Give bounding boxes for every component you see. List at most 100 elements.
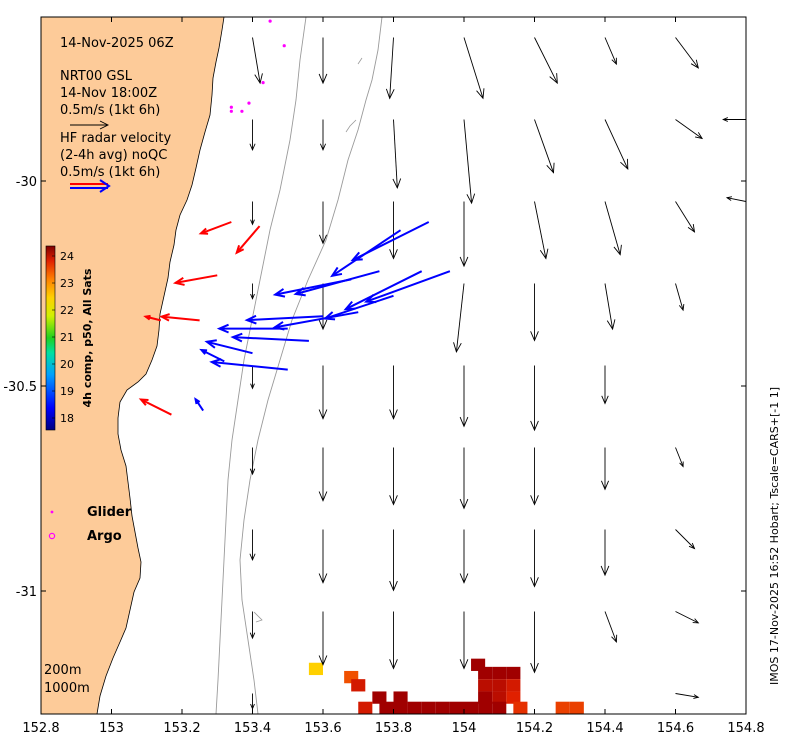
radar-vector-blue — [204, 339, 253, 355]
x-tick-label: 154 — [452, 721, 477, 736]
model-vector — [459, 201, 469, 268]
glider-point — [261, 81, 265, 85]
sst-cell — [421, 701, 436, 714]
colorbar-title: 4h comp, p50, All Sats — [81, 268, 94, 407]
model-vector — [459, 365, 469, 428]
model-vector — [459, 447, 469, 510]
model-vector — [318, 37, 328, 85]
x-tick-label: 152.8 — [22, 721, 59, 736]
sst-cell — [379, 701, 394, 714]
model-vector — [722, 117, 746, 122]
model-vector — [534, 37, 558, 85]
model-label: NRT00 GSL — [60, 69, 133, 84]
map-title: 14-Nov-2025 06Z — [60, 36, 174, 51]
model-vector — [530, 365, 539, 432]
sst-cell — [569, 701, 584, 714]
colorbar-tick-label: 18 — [60, 412, 74, 425]
model-vector — [725, 196, 746, 202]
model-vector — [675, 447, 684, 468]
radar-label-1: HF radar velocity — [60, 131, 172, 146]
sst-cell — [393, 701, 408, 714]
glider-point — [268, 19, 272, 23]
model-vector — [389, 611, 398, 670]
land-mass — [41, 17, 225, 714]
argo-legend-label: Argo — [87, 529, 122, 544]
x-tick-label: 154.4 — [586, 721, 623, 736]
model-vector — [389, 529, 398, 592]
model-vector — [675, 201, 696, 233]
colorbar-tick-label: 22 — [60, 304, 74, 317]
model-vector — [249, 529, 256, 562]
sst-cell — [351, 679, 366, 692]
contour-wiggle — [253, 57, 363, 623]
colorbar-tick-label: 19 — [60, 385, 74, 398]
glider-point — [229, 109, 233, 113]
model-vector — [675, 693, 700, 699]
model-vector — [530, 283, 539, 342]
model-vector — [319, 119, 327, 152]
model-vector — [318, 365, 328, 420]
model-vector — [675, 611, 700, 624]
model-vector — [318, 611, 328, 666]
model-vector — [463, 119, 476, 205]
model-vector — [675, 37, 699, 69]
radar-vector-red — [138, 398, 172, 416]
radar-vector-red — [235, 225, 261, 255]
model-vector — [249, 611, 256, 640]
x-tick-label: 154.8 — [727, 721, 764, 736]
model-vector — [463, 37, 485, 100]
x-tick-label: 153.4 — [234, 721, 271, 736]
glider-point — [229, 105, 233, 109]
model-vector — [392, 119, 402, 190]
sst-cell — [464, 701, 479, 714]
sst-cell — [478, 691, 493, 704]
x-tick-label: 153.6 — [304, 721, 341, 736]
colorbar-tick-label: 21 — [60, 331, 74, 344]
radar-vector-blue — [194, 397, 204, 412]
model-vector-layer — [249, 37, 746, 710]
radar-vector-blue — [244, 314, 324, 325]
glider-legend-label: Glider — [87, 505, 132, 520]
model-time: 14-Nov 18:00Z — [60, 86, 157, 101]
radar-vector-red — [198, 221, 232, 235]
contour-1000m-label: 1000m — [44, 681, 90, 696]
model-vector — [534, 119, 555, 174]
model-vector — [604, 119, 629, 170]
sst-cell — [492, 679, 507, 692]
radar-vector-blue — [199, 348, 225, 363]
model-vector — [250, 365, 255, 390]
sst-cell — [478, 701, 493, 714]
contour-200m-label: 200m — [44, 663, 81, 678]
model-vector — [675, 529, 696, 550]
model-vector — [601, 447, 609, 491]
x-tick-label: 154.2 — [516, 721, 553, 736]
model-vector — [318, 529, 328, 584]
sst-cell — [358, 701, 373, 714]
radar-vector-red — [172, 274, 218, 286]
model-vector — [459, 611, 469, 670]
radar-vector-blue — [330, 229, 402, 278]
colorbar-tick-label: 20 — [60, 358, 74, 371]
sst-cell — [478, 679, 493, 692]
radar-vector-red — [143, 314, 162, 322]
model-vector — [604, 37, 617, 66]
model-vector — [601, 365, 609, 405]
sst-cell — [449, 701, 464, 714]
y-tick-label: -30 — [16, 175, 37, 190]
model-vector — [318, 447, 328, 502]
sst-cell — [506, 691, 521, 704]
model-vector — [250, 201, 255, 226]
glider-point — [282, 44, 286, 48]
sst-cell — [506, 666, 521, 680]
radar-vector-layer — [138, 221, 451, 416]
sst-cell — [308, 662, 323, 676]
radar-label-2: (2-4h avg) noQC — [60, 148, 167, 163]
argo-legend-marker — [48, 532, 56, 540]
sst-cell — [492, 701, 507, 714]
sst-cell — [492, 666, 507, 680]
model-vector — [318, 283, 328, 331]
tick-layer: 152.8 153 153.2 153.4 153.6 153.8 154 154.2 154.… — [3, 17, 765, 736]
model-vector — [250, 693, 255, 710]
model-vector — [530, 611, 539, 674]
